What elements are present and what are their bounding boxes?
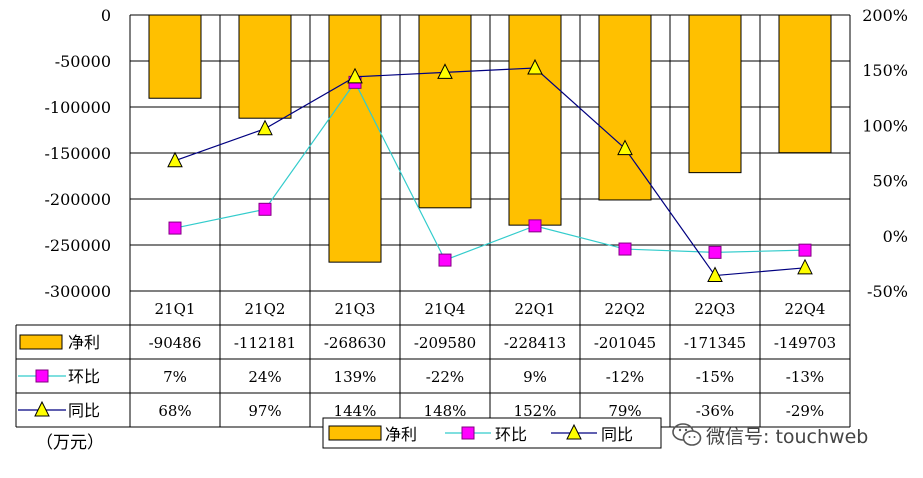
tongbi-point-21Q4 — [437, 63, 453, 79]
watermark: 微信号: touchweb — [672, 420, 868, 450]
huanbi-point-22Q4 — [798, 243, 812, 257]
y-left-tick-label: -100000 — [45, 98, 111, 117]
bar-22Q3 — [688, 14, 742, 174]
x-tick-label: 22Q3 — [695, 300, 736, 318]
tongbi-point-21Q1 — [167, 151, 183, 168]
huanbi-point-22Q1 — [528, 219, 542, 233]
y-right-tick-label: -50% — [867, 282, 908, 301]
x-tick-label: 21Q1 — [155, 300, 196, 318]
y-left-tick-label: -300000 — [45, 282, 111, 301]
bar-21Q2 — [238, 14, 292, 119]
watermark-text: 微信号: touchweb — [706, 425, 869, 448]
legend-label: 环比 — [495, 425, 527, 444]
bar-21Q4 — [418, 14, 472, 209]
table-cell: -149703 — [774, 334, 836, 352]
table-cell: 148% — [424, 402, 467, 420]
y-left-tick-label: -250000 — [45, 236, 111, 255]
bar-21Q3 — [328, 14, 382, 263]
table-cell: 7% — [163, 368, 187, 386]
series-line-tongbi — [174, 67, 806, 277]
table-key-marker — [35, 369, 49, 383]
x-tick-label: 22Q2 — [605, 300, 646, 318]
tongbi-point-22Q2 — [617, 139, 633, 156]
table-cell: -201045 — [594, 334, 656, 352]
table-row-label: 同比 — [68, 401, 100, 420]
series-line-huanbi — [174, 81, 806, 261]
huanbi-point-22Q3 — [708, 245, 722, 259]
wechat-icon — [672, 423, 702, 446]
bar-21Q1 — [148, 14, 202, 99]
x-tick-label: 21Q2 — [245, 300, 286, 318]
table-row-label: 净利 — [68, 333, 100, 352]
y-left-tick-label: -50000 — [55, 52, 111, 71]
huanbi-point-21Q1 — [168, 221, 182, 235]
y-left-tick-label: 0 — [101, 6, 111, 25]
table-row-label: 环比 — [68, 367, 100, 386]
y-right-tick-label: 50% — [872, 172, 908, 191]
table-cell: -36% — [696, 402, 734, 420]
table-cell: -29% — [786, 402, 824, 420]
table-key-bar — [19, 334, 63, 350]
y-left-tick-label: -150000 — [45, 144, 111, 163]
bar-22Q2 — [598, 14, 652, 201]
table-cell: -209580 — [414, 334, 476, 352]
huanbi-point-21Q4 — [438, 253, 452, 267]
x-tick-label: 21Q3 — [335, 300, 376, 318]
tongbi-point-21Q3 — [347, 67, 363, 84]
y-left-tick-label: -200000 — [45, 190, 111, 209]
table-cell: 152% — [514, 402, 557, 420]
legend-key-marker — [461, 426, 475, 440]
bar-22Q1 — [508, 14, 562, 226]
tongbi-point-22Q4 — [797, 258, 813, 275]
tongbi-point-21Q2 — [257, 119, 273, 136]
x-tick-label: 21Q4 — [425, 300, 466, 318]
legend-label: 同比 — [601, 425, 633, 444]
legend-key-marker — [566, 423, 582, 440]
table-cell: -22% — [426, 368, 464, 386]
table-cell: 144% — [334, 402, 377, 420]
table-cell: -268630 — [324, 334, 386, 352]
table-cell: -112181 — [234, 334, 296, 352]
huanbi-point-22Q2 — [618, 242, 632, 256]
table-cell: -90486 — [149, 334, 202, 352]
table-cell: 9% — [523, 368, 547, 386]
table-cell: -228413 — [504, 334, 566, 352]
table-cell: 24% — [248, 368, 281, 386]
huanbi-point-21Q2 — [258, 202, 272, 216]
y-right-tick-label: 150% — [862, 61, 908, 80]
tongbi-point-22Q3 — [707, 266, 723, 283]
table-cell: -13% — [786, 368, 824, 386]
legend-label: 净利 — [385, 425, 417, 444]
table-cell: 68% — [158, 402, 191, 420]
x-tick-label: 22Q4 — [785, 300, 826, 318]
unit-label: （万元） — [36, 433, 104, 453]
table-cell: -12% — [606, 368, 644, 386]
table-cell: 79% — [608, 402, 641, 420]
table-cell: 139% — [334, 368, 377, 386]
tongbi-point-22Q1 — [527, 58, 543, 75]
y-right-tick-label: 100% — [862, 116, 908, 135]
table-cell: -15% — [696, 368, 734, 386]
table-cell: 97% — [248, 402, 281, 420]
table-key-marker — [34, 400, 50, 417]
bar-22Q4 — [778, 14, 832, 154]
y-right-tick-label: 0% — [883, 227, 908, 246]
x-tick-label: 22Q1 — [515, 300, 556, 318]
table-cell: -171345 — [684, 334, 746, 352]
legend-key-bar — [328, 425, 382, 441]
y-right-tick-label: 200% — [862, 6, 908, 25]
